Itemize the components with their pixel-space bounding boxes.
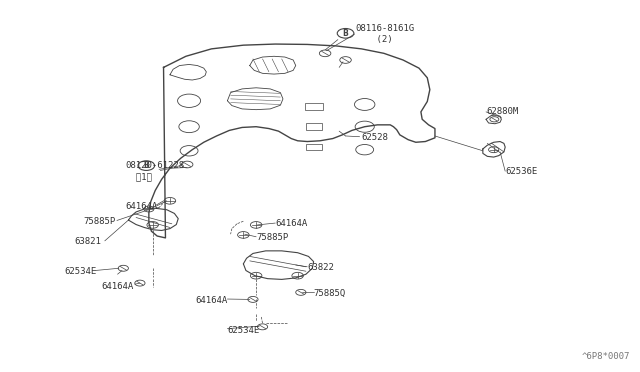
Text: 64164A: 64164A: [125, 202, 157, 211]
Text: 63822: 63822: [307, 263, 334, 272]
Text: 62536E: 62536E: [505, 167, 538, 176]
Text: 64164A: 64164A: [195, 296, 228, 305]
Bar: [306, 144, 321, 150]
Bar: [306, 124, 321, 130]
Text: 63821: 63821: [74, 237, 101, 246]
Text: 62880M: 62880M: [486, 108, 518, 116]
Text: 75885P: 75885P: [256, 233, 289, 243]
Text: ^6P8*0007: ^6P8*0007: [581, 352, 630, 361]
Text: 64164A: 64164A: [275, 219, 308, 228]
Text: 08120-61228
  （1）: 08120-61228 （1）: [125, 161, 184, 181]
Text: 62528: 62528: [362, 133, 388, 142]
Text: 62534E: 62534E: [227, 326, 260, 335]
Text: 75885Q: 75885Q: [314, 289, 346, 298]
Text: 08116-8161G
    (2): 08116-8161G (2): [355, 24, 414, 44]
Text: 75885P: 75885P: [84, 217, 116, 226]
Text: B: B: [342, 29, 348, 38]
Bar: [305, 103, 323, 110]
Text: 62534E: 62534E: [65, 267, 97, 276]
Text: B: B: [143, 161, 149, 170]
Text: 64164A: 64164A: [102, 282, 134, 291]
